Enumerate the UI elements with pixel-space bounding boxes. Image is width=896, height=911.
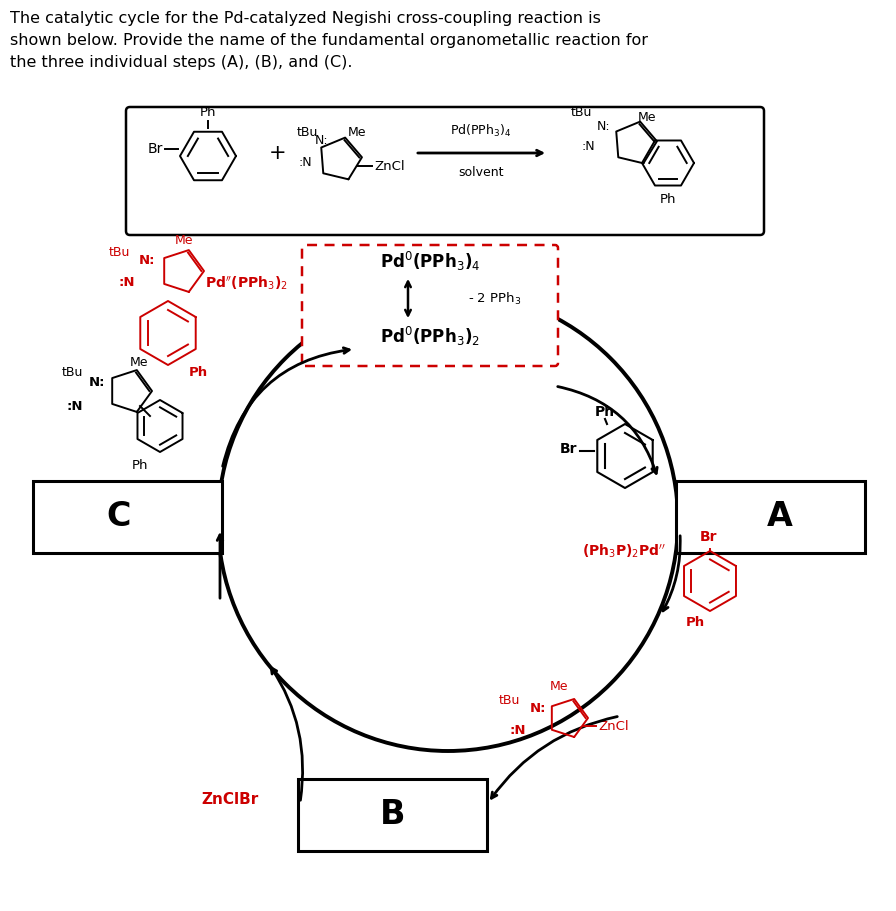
Text: :N: :N [582,139,595,152]
Text: Br: Br [559,442,577,456]
Text: ZnCl: ZnCl [374,159,405,172]
Text: :N: :N [298,157,312,169]
Text: Ph: Ph [188,366,208,379]
Text: N:: N: [597,119,610,132]
Text: Pd(PPh$_3$)$_4$: Pd(PPh$_3$)$_4$ [451,123,512,139]
Text: B: B [380,799,405,832]
FancyBboxPatch shape [676,481,865,553]
Text: Pd$^{\prime\prime}$(PPh$_3$)$_2$: Pd$^{\prime\prime}$(PPh$_3$)$_2$ [205,274,288,292]
Text: Pd$^0$(PPh$_3$)$_4$: Pd$^0$(PPh$_3$)$_4$ [380,250,480,272]
Text: Ph: Ph [659,193,676,206]
Text: tBu: tBu [297,127,318,139]
Text: Me: Me [348,126,366,139]
Text: shown below. Provide the name of the fundamental organometallic reaction for: shown below. Provide the name of the fun… [10,33,648,48]
Text: :N: :N [66,400,83,413]
Text: A: A [767,500,793,534]
Text: :N: :N [118,277,135,290]
Text: tBu: tBu [108,247,130,260]
Text: ZnCl: ZnCl [598,720,629,732]
Text: N:: N: [89,376,105,390]
Text: Ph: Ph [595,405,615,419]
Text: Me: Me [175,234,194,248]
Text: Br: Br [700,530,718,544]
Text: tBu: tBu [571,107,592,119]
FancyBboxPatch shape [33,481,222,553]
FancyBboxPatch shape [302,245,558,366]
FancyBboxPatch shape [298,779,487,851]
Text: ZnClBr: ZnClBr [202,792,259,806]
Text: Br: Br [148,142,163,156]
Text: (Ph$_3$P)$_2$Pd$^{\prime\prime}$: (Ph$_3$P)$_2$Pd$^{\prime\prime}$ [582,542,666,559]
Text: :N: :N [510,723,526,736]
FancyBboxPatch shape [126,107,764,235]
Text: N:: N: [139,254,155,268]
Text: the three individual steps (A), (B), and (C).: the three individual steps (A), (B), and… [10,55,352,70]
Text: N:: N: [530,701,546,714]
Text: Me: Me [130,356,149,370]
Text: Pd$^0$(PPh$_3$)$_2$: Pd$^0$(PPh$_3$)$_2$ [380,324,480,348]
Text: +: + [269,143,287,163]
Text: Ph: Ph [132,459,148,472]
Text: - 2 PPh$_3$: - 2 PPh$_3$ [468,291,521,307]
Text: solvent: solvent [458,166,504,179]
Text: Ph: Ph [685,616,704,629]
Text: C: C [106,500,131,534]
Text: The catalytic cycle for the Pd-catalyzed Negishi cross-coupling reaction is: The catalytic cycle for the Pd-catalyzed… [10,11,601,26]
Text: tBu: tBu [499,694,520,708]
Text: N:: N: [314,135,328,148]
Text: Me: Me [638,111,657,124]
Text: tBu: tBu [62,366,83,380]
Text: Me: Me [550,680,568,692]
Text: Ph: Ph [200,106,216,119]
